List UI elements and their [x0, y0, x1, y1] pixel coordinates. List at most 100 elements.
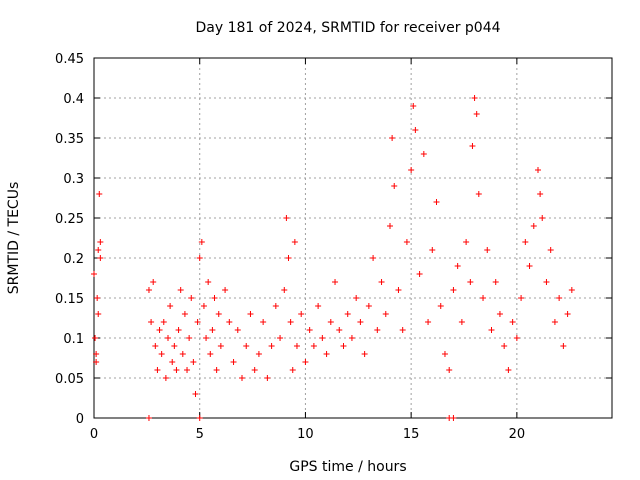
y-tick-label: 0.1 [63, 332, 84, 347]
data-point [162, 375, 169, 381]
grid-layer [94, 58, 612, 418]
data-point [181, 311, 188, 317]
data-point [243, 343, 250, 349]
data-point [198, 239, 205, 245]
data-point [277, 335, 284, 341]
data-point [492, 279, 499, 285]
data-points [91, 95, 575, 421]
data-point [95, 247, 102, 253]
data-point [315, 303, 322, 309]
data-point [416, 271, 423, 277]
data-point [190, 359, 197, 365]
data-point [323, 351, 330, 357]
data-point [336, 327, 343, 333]
data-point [463, 239, 470, 245]
data-point [97, 255, 104, 261]
data-point [484, 247, 491, 253]
data-point [488, 327, 495, 333]
data-point [92, 335, 99, 341]
data-point [167, 303, 174, 309]
data-point [160, 319, 167, 325]
data-point [298, 311, 305, 317]
data-point [287, 319, 294, 325]
data-point [145, 287, 152, 293]
y-tick-label: 0.35 [55, 132, 84, 147]
data-point [281, 287, 288, 293]
y-tick-label: 0.05 [55, 372, 84, 387]
tick-layer: 0 0.05 0.1 0.15 0.2 0.25 0.3 0.35 0.4 0.45 0 5 10 15 2… [55, 52, 612, 442]
data-point [171, 343, 178, 349]
data-point [473, 111, 480, 117]
data-point [480, 295, 487, 301]
data-point [522, 239, 529, 245]
data-point [429, 247, 436, 253]
data-point [173, 367, 180, 373]
y-tick-label: 0.2 [63, 252, 84, 267]
y-tick-label: 0.15 [55, 292, 84, 307]
data-point [535, 167, 541, 173]
data-point [501, 343, 508, 349]
data-point [156, 327, 163, 333]
data-point [188, 295, 195, 301]
data-point [283, 215, 290, 221]
data-point [165, 335, 171, 341]
data-point [469, 143, 476, 149]
y-tick-label: 0.4 [63, 92, 84, 107]
data-point [420, 151, 427, 157]
data-point [425, 319, 432, 325]
data-point [95, 311, 102, 317]
x-axis-label: GPS time / hours [289, 459, 406, 475]
data-point [353, 295, 360, 301]
data-point [97, 239, 104, 245]
data-point [437, 303, 444, 309]
data-point [302, 359, 309, 365]
y-tick-label: 0 [76, 412, 84, 427]
data-point [93, 351, 100, 357]
data-point [215, 311, 222, 317]
data-point [475, 191, 482, 197]
data-point [513, 335, 520, 341]
data-point [539, 215, 546, 221]
data-point [196, 255, 203, 261]
data-point [365, 303, 372, 309]
data-point [568, 287, 575, 293]
data-point [203, 335, 210, 341]
data-point [148, 319, 155, 325]
data-point [239, 375, 245, 381]
data-point [289, 367, 296, 373]
x-tick-label: 5 [196, 427, 204, 442]
data-point [177, 287, 184, 293]
data-point [537, 191, 544, 197]
data-point [310, 343, 317, 349]
data-point [410, 103, 417, 109]
data-point [382, 311, 389, 317]
data-point [378, 279, 385, 285]
data-point [556, 295, 563, 301]
data-point [543, 279, 550, 285]
data-point [154, 367, 161, 373]
data-point [234, 327, 241, 333]
data-point [547, 247, 554, 253]
data-point [408, 167, 415, 173]
data-point [496, 311, 503, 317]
data-point [446, 367, 453, 373]
data-point [184, 367, 191, 373]
data-point [370, 255, 377, 261]
data-point [152, 343, 159, 349]
data-point [387, 223, 393, 229]
data-point [357, 319, 364, 325]
data-point [509, 319, 516, 325]
data-point [319, 335, 326, 341]
data-point [169, 359, 176, 365]
data-point [293, 343, 300, 349]
data-point [450, 287, 457, 293]
data-point [454, 263, 461, 269]
data-point [518, 295, 525, 301]
data-point [93, 359, 100, 365]
data-point [458, 319, 465, 325]
data-point [96, 191, 103, 197]
y-tick-label: 0.45 [55, 52, 84, 67]
data-point [179, 351, 186, 357]
data-point [389, 135, 396, 141]
